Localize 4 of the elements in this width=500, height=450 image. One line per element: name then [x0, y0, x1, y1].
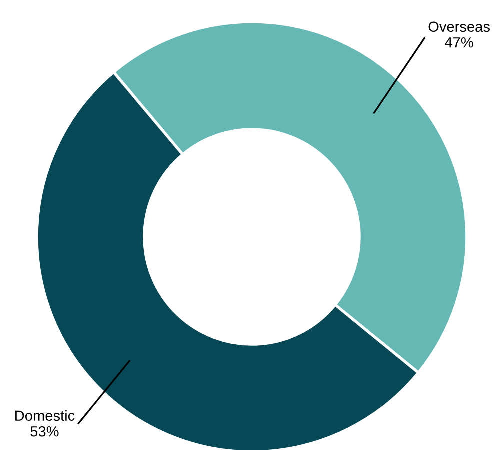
- data-label: 47%: [445, 38, 474, 48]
- slice-label: Domestic: [16, 410, 75, 422]
- slice-label: Overseas: [428, 22, 490, 32]
- data-label: 53%: [30, 426, 59, 437]
